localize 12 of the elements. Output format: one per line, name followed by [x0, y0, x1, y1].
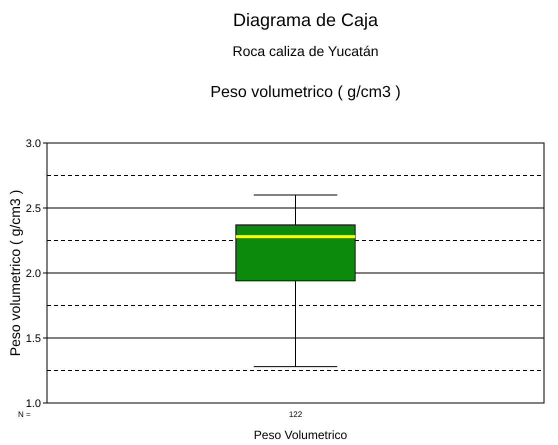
y-axis-title: Peso volumetrico ( g/cm3 )	[7, 190, 23, 356]
y-tick-label: 1.5	[26, 333, 41, 345]
y-tick-label: 2.0	[26, 268, 41, 280]
chart-subtitle: Roca caliza de Yucatán	[232, 43, 379, 59]
x-tick-label: 122	[288, 410, 303, 419]
y-tick-label: 1.0	[26, 398, 41, 410]
chart-title: Diagrama de Caja	[232, 10, 380, 30]
y-tick-label: 3.0	[26, 138, 41, 150]
text: N =	[18, 410, 31, 419]
y-tick-label: 2.5	[26, 203, 41, 215]
x-axis-title: Peso Volumetrico	[254, 428, 348, 442]
text: Peso volumetrico ( g/cm3 )	[210, 84, 401, 101]
